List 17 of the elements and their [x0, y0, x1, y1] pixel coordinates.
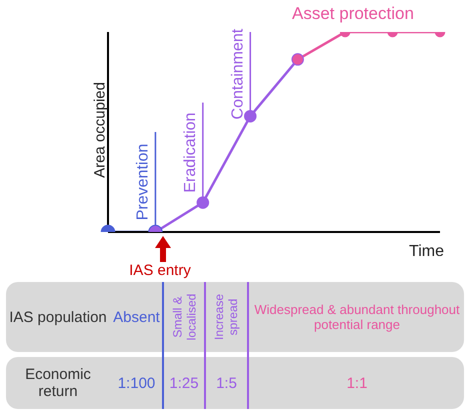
text: Small & localised	[170, 294, 198, 340]
text: 1:25	[168, 374, 200, 394]
text: Widespread & abundant throughout potential range	[253, 301, 461, 334]
text: 1:5	[215, 374, 238, 394]
text: Asset protection	[292, 4, 414, 24]
annotation: Eradication	[182, 112, 199, 193]
text: Increase spread	[212, 294, 240, 340]
x-axis-title: Time	[409, 243, 444, 260]
y-axis-title: Area occupied	[91, 82, 108, 178]
text: IAS entry	[128, 262, 192, 279]
text: 1:100	[116, 374, 156, 394]
text: IAS population	[8, 308, 108, 328]
text: 1:1	[346, 374, 368, 394]
annotation: Containment	[229, 28, 246, 120]
text: Absent	[113, 308, 160, 328]
annotation: Prevention	[134, 144, 152, 220]
text: Economic return	[24, 365, 92, 402]
